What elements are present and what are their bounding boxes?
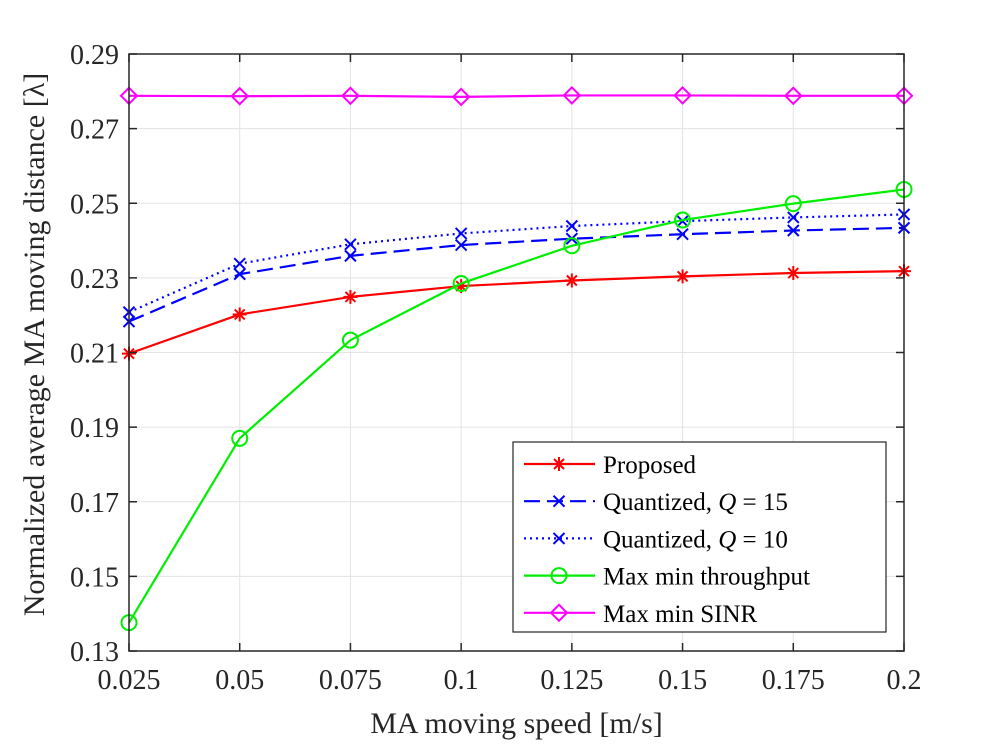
series-line — [128, 188, 905, 624]
plot-series — [119, 86, 914, 632]
data-point — [231, 429, 249, 447]
legend-marker — [552, 457, 566, 471]
y-tick-label: 0.25 — [70, 189, 119, 220]
legend-entry: Proposed — [524, 452, 697, 479]
data-point — [565, 219, 579, 233]
series-5 — [119, 86, 914, 107]
axis-ticks — [128, 53, 905, 652]
data-point — [344, 249, 357, 263]
data-point — [233, 267, 246, 281]
y-tick-label: 0.27 — [70, 115, 119, 146]
legend-label: Quantized, Q = 15 — [603, 489, 788, 516]
data-point — [783, 86, 803, 106]
data-point — [674, 211, 692, 229]
data-point — [673, 86, 692, 105]
x-tick-label: 0.075 — [319, 665, 382, 696]
axis-tick-labels: 0.025 0.05 0.075 0.1 0.125 0.15 0.175 0.2 0.13 0.… — [70, 40, 922, 696]
data-point — [233, 257, 246, 270]
legend-marker — [552, 532, 566, 545]
data-point — [784, 195, 802, 213]
series-line — [128, 270, 905, 355]
y-tick-label: 0.29 — [70, 40, 119, 71]
legend-entry: Max min throughput — [524, 564, 810, 591]
data-point — [676, 228, 689, 241]
data-point — [454, 238, 468, 252]
legend-marker — [550, 567, 568, 585]
y-tick-label: 0.17 — [70, 488, 119, 519]
data-point — [454, 227, 468, 240]
legend-entry: Max min SINR — [524, 601, 758, 628]
legend-box — [512, 441, 887, 633]
x-tick-label: 0.125 — [540, 665, 603, 696]
series-1 — [122, 264, 911, 361]
data-point — [341, 86, 360, 106]
legend: Proposed Quantized, Q = 15 Quantized, Q = … — [512, 441, 887, 633]
series-line — [128, 226, 905, 323]
x-tick-label: 0.1 — [444, 665, 479, 696]
series-line — [128, 94, 904, 99]
data-point — [562, 86, 582, 105]
data-point — [786, 266, 801, 281]
data-point — [452, 274, 470, 292]
y-tick-label: 0.13 — [70, 637, 119, 668]
x-tick-label: 0.2 — [887, 665, 922, 696]
y-tick-label: 0.15 — [70, 562, 119, 593]
y-tick-label: 0.19 — [70, 413, 119, 444]
series-3 — [122, 208, 911, 319]
data-point — [451, 87, 471, 107]
data-point — [787, 224, 800, 237]
legend-entry: Quantized, Q = 15 — [524, 489, 788, 516]
legend-marker — [549, 603, 569, 623]
y-tick-label: 0.21 — [70, 339, 119, 370]
x-tick-label: 0.025 — [98, 665, 161, 696]
legend-label: Quantized, Q = 10 — [603, 526, 788, 553]
legend-label: Proposed — [603, 452, 697, 479]
legend-label: Max min SINR — [603, 601, 758, 628]
legend-label: Max min throughput — [603, 564, 810, 591]
legend-entry: Quantized, Q = 10 — [524, 526, 788, 553]
legend-marker — [552, 494, 566, 508]
data-point — [341, 331, 359, 349]
x-axis-label: MA moving speed [m/s] — [370, 707, 663, 740]
data-point — [564, 273, 579, 288]
data-point — [344, 238, 357, 251]
x-tick-label: 0.15 — [658, 665, 707, 696]
data-point — [230, 86, 250, 106]
x-tick-label: 0.175 — [762, 665, 825, 696]
data-point — [563, 237, 581, 255]
x-tick-label: 0.05 — [215, 665, 264, 696]
data-point — [343, 289, 358, 304]
y-axis-label: Normalized average MA moving distance [λ… — [18, 73, 51, 617]
data-point — [675, 269, 690, 284]
data-point — [232, 307, 247, 322]
y-tick-label: 0.23 — [70, 264, 119, 295]
data-point — [787, 211, 800, 224]
series-line — [128, 213, 905, 314]
